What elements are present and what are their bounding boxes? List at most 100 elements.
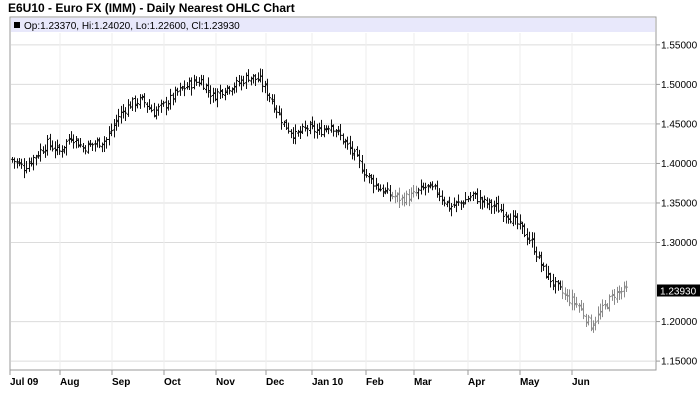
ohlc-bar — [590, 314, 593, 332]
ohlc-bar — [493, 200, 496, 214]
ohlc-bar — [96, 137, 99, 148]
ohlc-bar — [51, 140, 54, 152]
ohlc-bar — [250, 76, 253, 86]
ohlc-bar — [585, 313, 588, 328]
ohlc-bar — [606, 303, 609, 310]
y-axis: 1.15000 1.20000 1.30000 1.35000 1.40000 1.450… — [656, 40, 698, 368]
ohlc-bar — [436, 180, 439, 198]
ohlc-bar — [578, 303, 581, 313]
ohlc-bar — [297, 129, 300, 137]
ohlc-bar — [195, 76, 198, 86]
ohlc-bar — [207, 77, 210, 98]
ohlc-bar — [202, 75, 205, 90]
ohlc-bar — [443, 196, 446, 207]
ohlc-bar — [115, 114, 118, 131]
ohlc-bar — [271, 94, 274, 105]
ohlc-bar — [183, 80, 186, 97]
ohlc-bar — [549, 272, 552, 288]
ohlc-bar — [309, 120, 312, 135]
x-month-label: Nov — [216, 377, 235, 388]
ohlc-bar — [424, 182, 427, 196]
ohlc-bar — [61, 145, 64, 158]
ohlc-bar — [386, 182, 389, 194]
ohlc-bar — [264, 80, 267, 94]
ohlc-bar — [552, 273, 555, 291]
ohlc-bar — [353, 148, 356, 161]
ohlc-bar — [592, 320, 595, 333]
ohlc-bar — [582, 302, 585, 320]
x-month-label: Jan 10 — [312, 377, 344, 388]
ohlc-bar — [226, 85, 229, 95]
ohlc-bar — [68, 134, 71, 145]
ohlc-bar — [389, 184, 392, 202]
ohlc-bar — [507, 214, 510, 224]
ohlc-bar — [157, 103, 160, 116]
info-bar — [11, 18, 655, 32]
ohlc-bar — [323, 124, 326, 138]
ohlc-bar — [375, 177, 378, 190]
ohlc-bar — [150, 104, 153, 113]
ohlc-bar — [479, 189, 482, 209]
ohlc-bar — [420, 179, 423, 195]
ohlc-bar — [292, 127, 295, 144]
ohlc-bar — [438, 188, 441, 202]
ohlc-bar — [25, 161, 28, 174]
ohlc-bar — [124, 107, 127, 121]
ohlc-bar — [377, 183, 380, 192]
ohlc-bar — [70, 131, 73, 143]
ohlc-bar — [545, 263, 548, 279]
x-month-label: Jun — [572, 377, 590, 388]
ohlc-bar — [474, 191, 477, 199]
ohlc-bar — [193, 74, 196, 90]
x-month-label: Aug — [60, 377, 79, 388]
ohlc-bar — [526, 228, 529, 246]
ohlc-bar — [330, 119, 333, 133]
ohlc-bar — [268, 92, 271, 103]
ohlc-bar — [108, 126, 111, 146]
ohlc-bar — [379, 184, 382, 192]
info-marker-icon — [14, 22, 20, 28]
ohlc-bar — [391, 191, 394, 200]
ohlc-bar — [216, 88, 219, 108]
chart-title: E6U10 - Euro FX (IMM) - Daily Nearest OH… — [8, 1, 295, 15]
x-month-label: Apr — [468, 377, 485, 388]
ohlc-bar — [604, 300, 607, 310]
ohlc-bar — [450, 203, 453, 217]
ohlc-bar — [32, 154, 35, 171]
ohlc-bar — [568, 289, 571, 307]
ohlc-bar — [349, 135, 352, 155]
ohlc-bar — [301, 123, 304, 135]
ohlc-bar — [190, 77, 193, 96]
ohlc-bar — [325, 125, 328, 133]
ohlc-bar — [332, 124, 335, 137]
ohlc-bar — [427, 183, 430, 193]
ohlc-bar — [49, 133, 52, 151]
ohlc-bar — [488, 198, 491, 211]
ohlc-bar — [453, 197, 456, 208]
ohlc-bar — [30, 157, 33, 167]
ohlc-bar — [611, 289, 614, 301]
ohlc-bar — [283, 120, 286, 127]
ohlc-bar — [84, 145, 87, 155]
ohlc-bar — [304, 120, 307, 132]
ohlc-bar — [540, 251, 543, 273]
ohlc-bar — [535, 246, 538, 262]
y-tick-label: 1.15000 — [661, 357, 698, 368]
ohlc-bar — [417, 187, 420, 200]
ohlc-bar — [365, 168, 368, 178]
ohlc-bar — [98, 137, 101, 149]
ohlc-bar — [162, 100, 165, 107]
ohlc-bar — [231, 87, 234, 96]
ohlc-bar — [143, 93, 146, 108]
ohlc-bar — [335, 129, 338, 138]
ohlc-bar — [221, 89, 224, 99]
x-month-label: Sep — [112, 377, 130, 388]
ohlc-bar — [117, 108, 120, 127]
ohlc-bar — [181, 85, 184, 91]
x-month-label: Dec — [266, 377, 285, 388]
ohlc-bar — [327, 125, 330, 135]
ohlc-bar — [564, 287, 567, 301]
ohlc-bar — [344, 138, 347, 149]
ohlc-bar — [521, 221, 524, 235]
ohlc-bar — [528, 231, 531, 244]
